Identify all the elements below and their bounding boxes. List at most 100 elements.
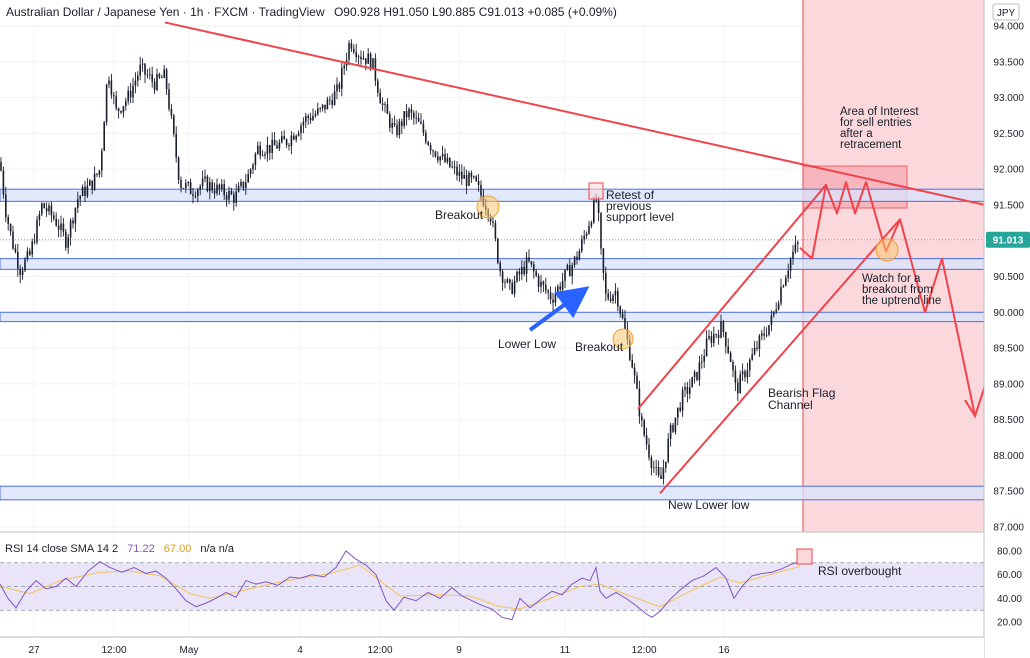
support-resistance-zones: [0, 188, 985, 501]
time-axis-bg: [0, 637, 984, 658]
candle-body: [494, 222, 497, 239]
time-axis-label: 12:00: [631, 645, 656, 656]
candle-body: [139, 64, 141, 76]
annotation-area-3: after a: [840, 128, 873, 140]
watch-marker: [875, 238, 899, 262]
candle-body: [326, 99, 329, 110]
candle-body: [264, 154, 266, 156]
candle-body: [749, 359, 751, 371]
candle-body: [153, 81, 156, 90]
currency-badge-text: JPY: [997, 8, 1016, 19]
candle-body: [105, 84, 108, 123]
candle-body: [129, 90, 132, 98]
candle-body: [233, 194, 235, 203]
candle-body: [741, 371, 744, 375]
time-axis-label: 12:00: [367, 645, 392, 656]
candle-body: [643, 420, 645, 436]
candle-body: [444, 153, 446, 162]
candle-body: [713, 334, 715, 344]
candle-body: [729, 352, 732, 363]
candle-body: [782, 285, 785, 287]
currency-badge[interactable]: [992, 3, 1020, 21]
candle-body: [276, 145, 278, 149]
candle-body: [624, 317, 626, 329]
annotation-retest-3: support level: [606, 210, 674, 224]
candle-body: [669, 424, 672, 439]
candle-body: [432, 150, 434, 152]
candle-body: [367, 53, 369, 64]
candle-body: [156, 74, 158, 90]
candle-body: [29, 251, 31, 255]
candle-body: [26, 251, 29, 260]
candle-body: [317, 108, 319, 115]
candle-body: [458, 171, 461, 176]
candle-body: [686, 387, 689, 394]
price-axis[interactable]: 94.000 93.500 93.000 92.500 92.000 91.500 91.0…: [993, 22, 1024, 534]
candle-body: [69, 220, 72, 238]
candle-body: [607, 293, 609, 299]
candle-body: [67, 237, 69, 248]
candle-body: [451, 166, 453, 168]
time-axis[interactable]: 27 12:00 May 4 12:00 9 11 12:00 16: [28, 645, 730, 656]
candle-body: [384, 104, 386, 106]
candle-body: [163, 69, 165, 78]
candle-body: [84, 186, 86, 197]
rsi-sma-line: [0, 564, 801, 610]
rsi-axis[interactable]: 80.00 60.00 40.00 20.00: [997, 546, 1022, 628]
annotation-lower-low: Lower Low: [498, 337, 556, 351]
annotation-retest-1: Retest of: [606, 188, 655, 202]
price-tick-label: 90.000: [993, 308, 1024, 319]
candle-body: [595, 200, 597, 202]
candle-body: [785, 277, 787, 286]
candle-body: [427, 142, 429, 145]
candle-body: [9, 223, 12, 232]
candle-body: [5, 194, 7, 218]
candle-body: [475, 176, 477, 182]
candle-body: [348, 43, 350, 60]
candle-body: [14, 248, 17, 252]
candle-body: [701, 361, 703, 363]
candle-body: [132, 85, 134, 98]
candle-body: [744, 371, 746, 378]
candle-body: [312, 115, 314, 121]
candle-body: [285, 139, 288, 146]
candle-body: [523, 266, 525, 274]
price-axis-bg: [984, 0, 1030, 658]
candle-body: [343, 65, 345, 69]
candle-body: [290, 135, 293, 147]
candle-body: [583, 235, 585, 240]
symbol-title[interactable]: Australian Dollar / Japanese Yen · 1h · …: [6, 5, 325, 19]
candle-body: [307, 115, 309, 119]
candle-body: [665, 461, 667, 468]
candle-body: [158, 74, 161, 78]
breakout-marker-2: [612, 328, 634, 350]
candle-body: [36, 219, 38, 243]
candle-body: [293, 135, 295, 140]
candle-body: [463, 175, 465, 179]
candle-body: [381, 103, 384, 106]
candle-body: [677, 407, 679, 418]
annotation-bearish-2: Channel: [768, 398, 813, 412]
candle-body: [468, 172, 470, 186]
candle-body: [521, 266, 523, 275]
candle-body: [408, 108, 410, 118]
time-axis-label: 4: [297, 645, 303, 656]
candle-body: [605, 272, 607, 294]
candle-body: [614, 291, 617, 296]
candle-body: [206, 176, 209, 192]
last-price-label: [986, 231, 1030, 248]
candle-body: [98, 170, 101, 175]
candle-body: [773, 311, 775, 316]
candle-body: [401, 121, 403, 127]
candle-body: [528, 257, 530, 262]
candle-body: [350, 43, 353, 49]
candle-body: [261, 155, 264, 157]
candle-body: [734, 370, 737, 383]
candle-body: [775, 309, 777, 312]
candle-body: [540, 281, 542, 287]
candle-body: [314, 114, 317, 116]
candlesticks: [0, 39, 799, 485]
candle-body: [547, 290, 549, 293]
rsi-line: [0, 550, 801, 621]
candle-body: [50, 205, 53, 216]
